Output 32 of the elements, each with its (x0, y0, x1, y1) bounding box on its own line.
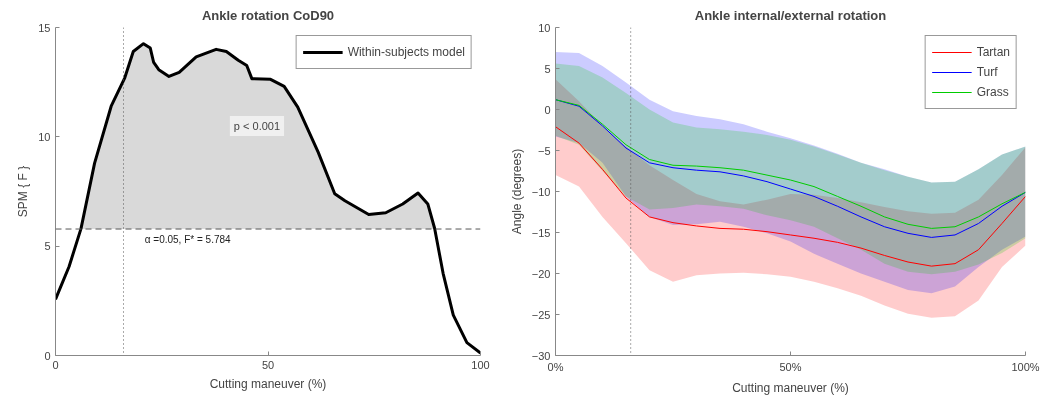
y-tick-label: −20 (531, 267, 551, 280)
annotation: p < 0.001 (233, 119, 281, 132)
ref-line-label: α =0.05, F* = 5.784 (144, 234, 232, 246)
y-tick-label: 5 (544, 62, 551, 75)
x-tick-label: 50 (261, 358, 275, 371)
y-tick-label: 0 (544, 103, 551, 116)
y-tick-label: −30 (531, 349, 551, 362)
x-tick-label: 50% (779, 360, 802, 373)
line-series (555, 126, 1026, 267)
y-tick-label: 10 (538, 21, 551, 34)
y-tick-label: −5 (537, 144, 551, 157)
x-axis-title: Cutting maneuver (%) (209, 376, 327, 391)
legend-label: Within-subjects model (347, 45, 465, 59)
y-tick-label: −10 (531, 185, 551, 198)
legend-label: Turf (976, 65, 998, 79)
legend-label: Tartan (976, 45, 1010, 59)
y-axis-title: SPM { F } (16, 165, 31, 218)
x-tick-label: 0 (52, 358, 59, 371)
y-tick-label: 15 (38, 21, 51, 34)
y-tick-label: 5 (44, 240, 51, 253)
chart-title: Ankle internal/external rotation (694, 7, 887, 23)
y-tick-label: 0 (44, 349, 51, 362)
y-tick-label: 10 (38, 130, 51, 143)
x-axis-title: Cutting maneuver (%) (732, 380, 849, 395)
y-axis-title: Angle (degrees) (509, 148, 524, 235)
x-tick-label: 100 (471, 358, 490, 371)
y-tick-label: −25 (531, 308, 551, 321)
chart-title: Ankle rotation CoD90 (201, 7, 335, 23)
x-tick-label: 0% (547, 360, 564, 373)
x-tick-label: 100% (1011, 360, 1040, 373)
legend-label: Grass (976, 85, 1009, 99)
y-tick-label: −15 (531, 226, 551, 239)
